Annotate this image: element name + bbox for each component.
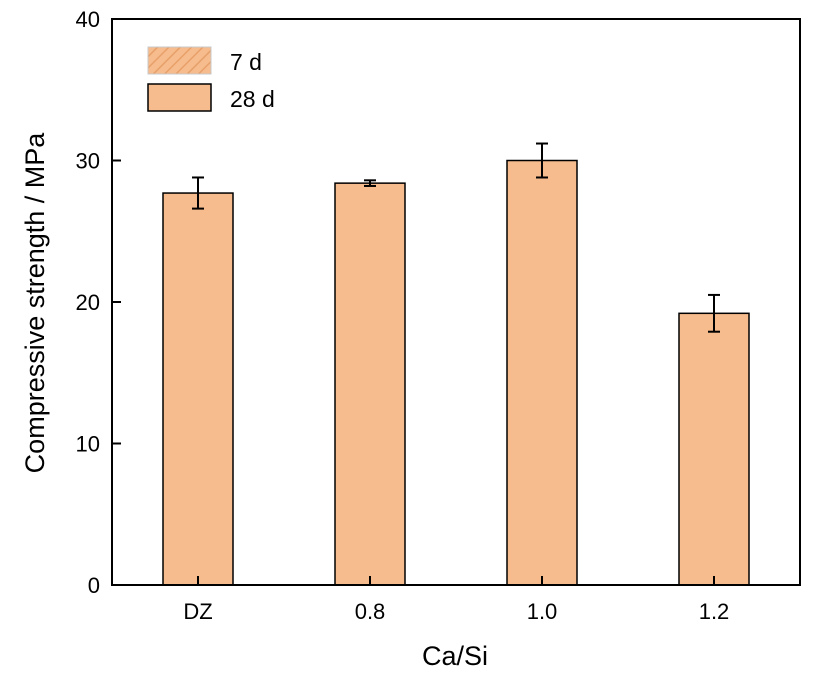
y-tick-label: 30	[76, 149, 100, 174]
x-tick-label: 1.2	[699, 599, 730, 624]
y-tick-label: 20	[76, 290, 100, 315]
x-tick-label: 0.8	[355, 599, 386, 624]
bar	[506, 159, 578, 586]
error-bars-group	[192, 142, 720, 333]
x-tick-label: 1.0	[527, 599, 558, 624]
legend-label-28d: 28 d	[230, 86, 275, 112]
error-bar	[536, 142, 548, 179]
bar	[334, 182, 406, 586]
y-axis-title: Compressive strength / MPa	[20, 132, 50, 474]
legend-swatch-7d	[147, 46, 212, 75]
error-bar	[364, 179, 376, 187]
y-tick-label: 10	[76, 432, 100, 457]
error-bar	[708, 293, 720, 333]
error-bar	[192, 176, 204, 210]
legend-swatch-28d	[147, 83, 212, 112]
bar	[162, 192, 234, 586]
y-axis-ticks: 0 10 20 30 40	[76, 7, 121, 598]
x-axis-title: Ca/Si	[422, 641, 488, 671]
x-tick-label: DZ	[183, 599, 212, 624]
legend: 7 d 28 d	[147, 46, 275, 112]
bar	[678, 312, 750, 586]
y-tick-label: 40	[76, 7, 100, 32]
bars-group	[162, 159, 750, 586]
legend-label-7d: 7 d	[230, 49, 262, 75]
x-axis-ticks: DZ 0.8 1.0 1.2	[183, 576, 729, 624]
y-tick-label: 0	[88, 573, 100, 598]
